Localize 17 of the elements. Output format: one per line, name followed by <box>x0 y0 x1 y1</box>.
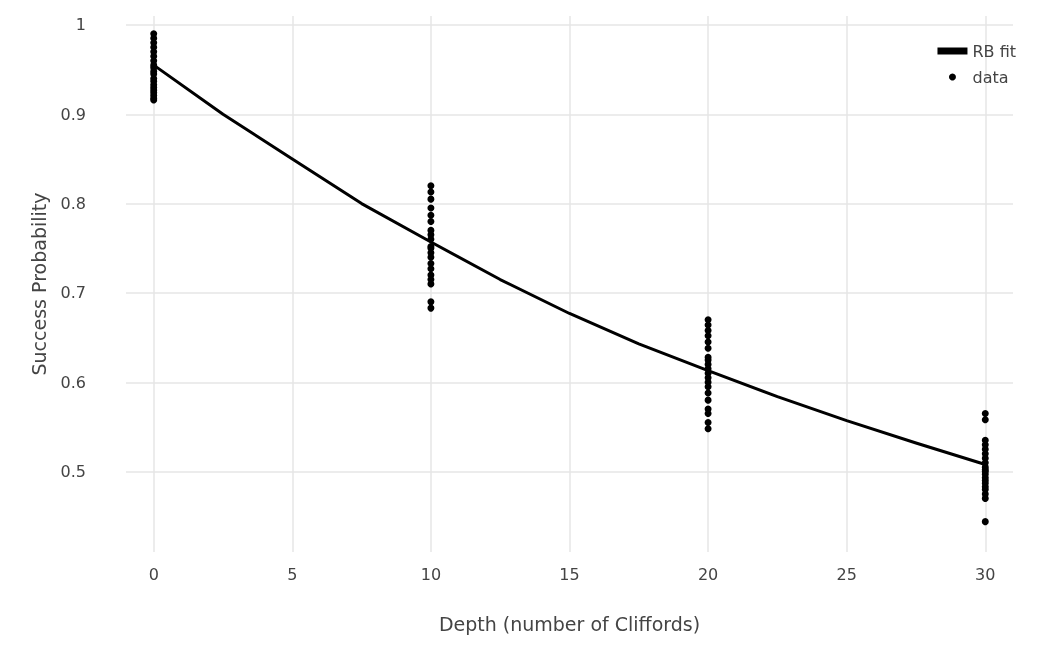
y-tick-label: 1 <box>75 15 86 35</box>
y-tick-label: 0.5 <box>60 462 86 482</box>
x-tick-label: 5 <box>287 564 298 584</box>
x-tick-label: 10 <box>420 564 442 584</box>
y-tick-label: 0.8 <box>60 194 86 214</box>
y-tick-label: 0.9 <box>60 104 86 124</box>
x-tick-label: 0 <box>148 564 159 584</box>
legend-label: RB fit <box>972 41 1016 61</box>
y-axis-title: Success Probability <box>27 192 50 376</box>
x-tick-label: 30 <box>975 564 996 584</box>
x-tick-label: 25 <box>836 564 857 584</box>
x-axis-title: Depth (number of Cliffords) <box>438 612 701 635</box>
legend-label: data <box>972 67 1009 87</box>
y-tick-label: 0.7 <box>60 283 86 303</box>
x-tick-label: 20 <box>697 564 719 584</box>
x-tick-label: 15 <box>559 564 580 584</box>
y-tick-label: 0.6 <box>60 372 86 392</box>
